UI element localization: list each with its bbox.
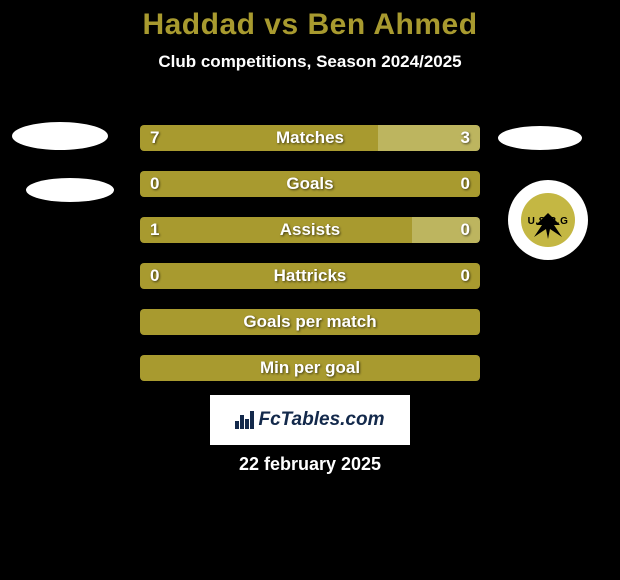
ellipse-left-1 xyxy=(12,122,108,150)
stat-row: Matches7 3 xyxy=(140,125,480,151)
stat-label: Matches xyxy=(140,128,480,148)
stat-value-left: 0 xyxy=(150,266,159,286)
stat-label: Goals xyxy=(140,174,480,194)
ellipse-right-1 xyxy=(498,126,582,150)
stat-value-left: 0 xyxy=(150,174,159,194)
club-badge: U.S.B.G xyxy=(508,180,588,260)
stat-row: Assists1 0 xyxy=(140,217,480,243)
fctables-watermark: FcTables.com xyxy=(210,395,410,445)
stat-row: Min per goal xyxy=(140,355,480,381)
stat-value-right: 0 xyxy=(461,266,470,286)
stat-row: Hattricks0 0 xyxy=(140,263,480,289)
stat-value-left: 1 xyxy=(150,220,159,240)
stat-value-right: 0 xyxy=(461,174,470,194)
stat-rows: Matches73Goals00Assists10Hattricks00Goal… xyxy=(140,125,480,401)
eagle-icon xyxy=(528,211,568,241)
club-badge-inner: U.S.B.G xyxy=(521,193,575,247)
stat-value-left: 7 xyxy=(150,128,159,148)
stat-row: Goals0 0 xyxy=(140,171,480,197)
stat-label: Hattricks xyxy=(140,266,480,286)
fctables-text: FcTables.com xyxy=(258,409,384,431)
infographic-root: Haddad vs Ben Ahmed Club competitions, S… xyxy=(0,0,620,580)
bar-chart-icon xyxy=(235,411,254,429)
date-label: 22 february 2025 xyxy=(0,454,620,475)
stat-row: Goals per match xyxy=(140,309,480,335)
ellipse-left-2 xyxy=(26,178,114,202)
stat-label: Min per goal xyxy=(140,358,480,378)
page-title: Haddad vs Ben Ahmed xyxy=(0,0,620,42)
stat-label: Assists xyxy=(140,220,480,240)
stat-value-right: 3 xyxy=(461,128,470,148)
stat-value-right: 0 xyxy=(461,220,470,240)
stat-label: Goals per match xyxy=(140,312,480,332)
subtitle: Club competitions, Season 2024/2025 xyxy=(0,52,620,72)
